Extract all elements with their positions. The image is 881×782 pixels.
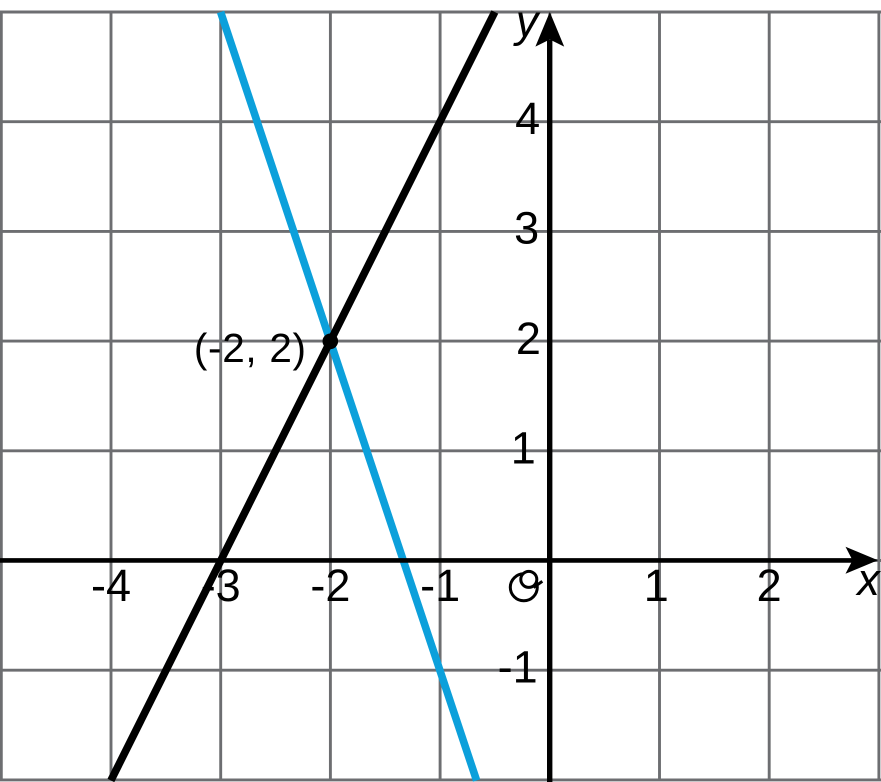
svg-text:3: 3: [514, 203, 539, 254]
svg-text:1: 1: [511, 423, 536, 474]
svg-text:2: 2: [757, 560, 782, 611]
svg-text:(-2, 2): (-2, 2): [194, 325, 307, 371]
svg-text:y: y: [513, 0, 541, 47]
svg-text:2: 2: [516, 313, 541, 364]
svg-text:4: 4: [515, 93, 540, 144]
svg-text:-4: -4: [91, 560, 131, 611]
svg-text:-2: -2: [310, 560, 350, 611]
svg-text:-3: -3: [201, 560, 241, 611]
svg-text:1: 1: [644, 560, 669, 611]
svg-text:-1: -1: [420, 560, 460, 611]
svg-text:-1: -1: [498, 642, 538, 693]
svg-text:x: x: [855, 554, 881, 605]
